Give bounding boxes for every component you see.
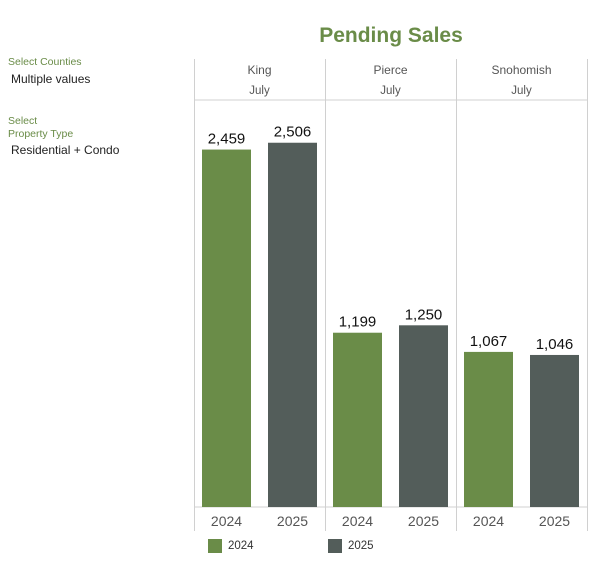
- filter-property-type-label-1: Select: [8, 115, 38, 127]
- x-tick-label: 2024: [473, 513, 504, 529]
- data-label: 1,067: [470, 333, 508, 350]
- bar-snohomish-2024: [464, 351, 513, 507]
- data-label: 1,046: [536, 336, 574, 353]
- filter-counties-value[interactable]: Multiple values: [11, 72, 91, 86]
- filter-property-type[interactable]: Select Property Type Residential + Condo: [8, 115, 188, 158]
- panel-month-label: July: [511, 85, 532, 97]
- filters-panel: Select Counties Multiple values Select P…: [8, 56, 188, 158]
- data-label: 1,250: [405, 306, 443, 323]
- chart-title: Pending Sales: [319, 24, 463, 47]
- panel-county-label: Snohomish: [491, 63, 551, 77]
- x-tick-label: 2024: [211, 513, 242, 529]
- bar-king-2024: [202, 149, 251, 508]
- x-tick-label: 2025: [277, 513, 308, 529]
- legend-item-2024[interactable]: 2024: [208, 539, 254, 553]
- legend-item-2025[interactable]: 2025: [328, 539, 374, 553]
- filter-counties[interactable]: Select Counties Multiple values: [8, 56, 188, 87]
- data-label: 2,459: [208, 131, 246, 148]
- filter-property-type-value[interactable]: Residential + Condo: [11, 143, 120, 157]
- data-label: 1,199: [339, 314, 377, 331]
- legend-swatch-2025: [328, 539, 342, 553]
- legend: 2024 2025: [208, 539, 508, 557]
- legend-swatch-2024: [208, 539, 222, 553]
- x-tick-label: 2024: [342, 513, 373, 529]
- panel-month-label: July: [380, 85, 401, 97]
- x-tick-label: 2025: [408, 513, 439, 529]
- filter-counties-label: Select Counties: [8, 56, 82, 68]
- bar-king-2025: [268, 142, 317, 508]
- bar-pierce-2024: [333, 332, 382, 507]
- panel-month-label: July: [249, 85, 270, 97]
- legend-label-2025: 2025: [348, 540, 374, 552]
- x-tick-label: 2025: [539, 513, 570, 529]
- bar-snohomish-2025: [530, 354, 579, 507]
- bar-pierce-2025: [399, 325, 448, 507]
- data-label: 2,506: [274, 124, 312, 141]
- filter-property-type-label-2: Property Type: [8, 128, 74, 140]
- legend-label-2024: 2024: [228, 540, 254, 552]
- panel-county-label: Pierce: [373, 63, 407, 77]
- panel-county-label: King: [247, 63, 271, 77]
